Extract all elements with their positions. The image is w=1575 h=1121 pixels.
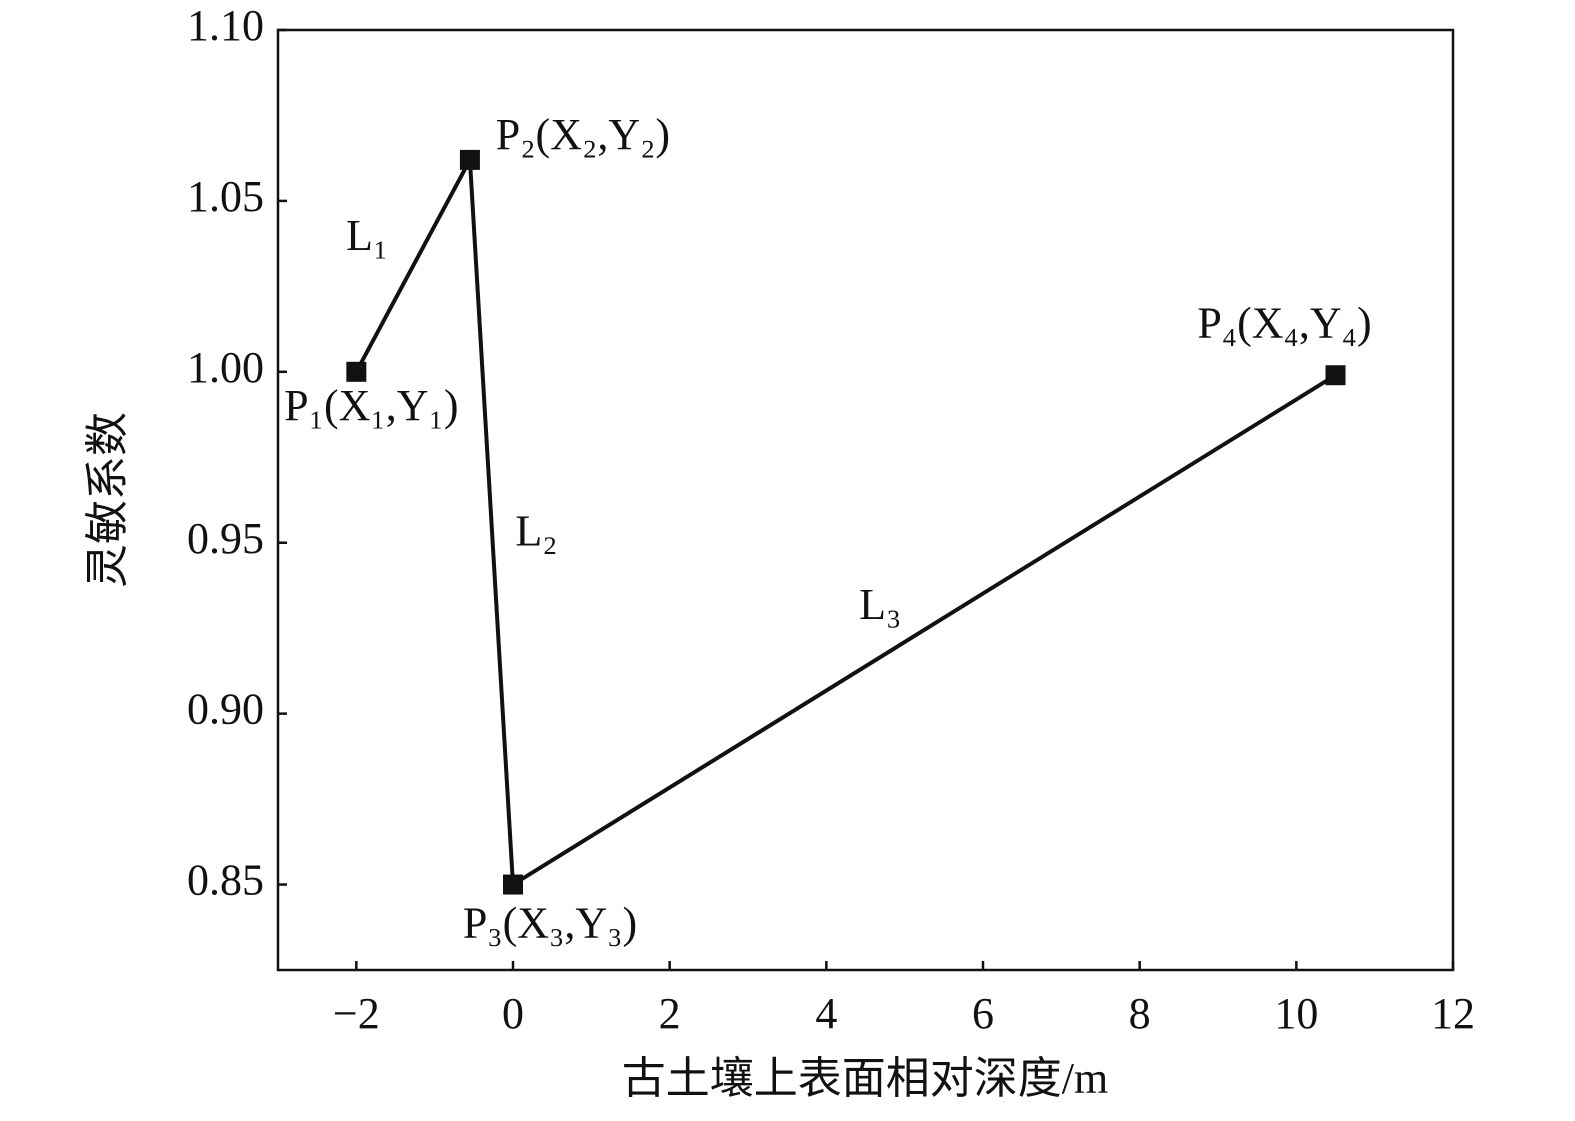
point-label: P₁(X₁,Y₁) — [284, 381, 458, 430]
y-tick-label: 0.95 — [187, 514, 264, 563]
x-tick-label: 12 — [1431, 989, 1475, 1038]
x-tick-label: 8 — [1129, 989, 1151, 1038]
y-tick-label: 1.00 — [187, 343, 264, 392]
x-tick-label: 2 — [659, 989, 681, 1038]
point-label: P₃(X₃,Y₃) — [463, 899, 637, 948]
y-tick-label: 1.05 — [187, 172, 264, 221]
y-axis-label: 灵敏系数 — [83, 412, 132, 588]
line — [354, 152, 1337, 889]
marker — [459, 149, 480, 170]
y-tick-label: 0.85 — [187, 856, 264, 905]
marker — [346, 361, 367, 382]
segment-label: L₁ — [346, 211, 388, 260]
x-tick-label: 6 — [972, 989, 994, 1038]
y-tick-label: 1.10 — [187, 1, 264, 50]
segment-label: L₃ — [859, 580, 901, 629]
x-axis-label: 古土壤上表面相对深度/m — [622, 1054, 1108, 1103]
y-tick-label: 0.90 — [187, 685, 264, 734]
plot-frame — [276, 28, 1455, 972]
point-label: P₄(X₄,Y₄) — [1197, 298, 1371, 347]
point-label: P₂(X₂,Y₂) — [496, 110, 670, 159]
x-tick-label: −2 — [333, 989, 380, 1038]
segment-label: L₂ — [515, 506, 557, 555]
x-tick-label: 0 — [502, 989, 524, 1038]
x-tick-label: 10 — [1274, 989, 1318, 1038]
x-tick-label: 4 — [815, 989, 837, 1038]
marker — [1325, 365, 1346, 386]
marker — [503, 874, 523, 895]
